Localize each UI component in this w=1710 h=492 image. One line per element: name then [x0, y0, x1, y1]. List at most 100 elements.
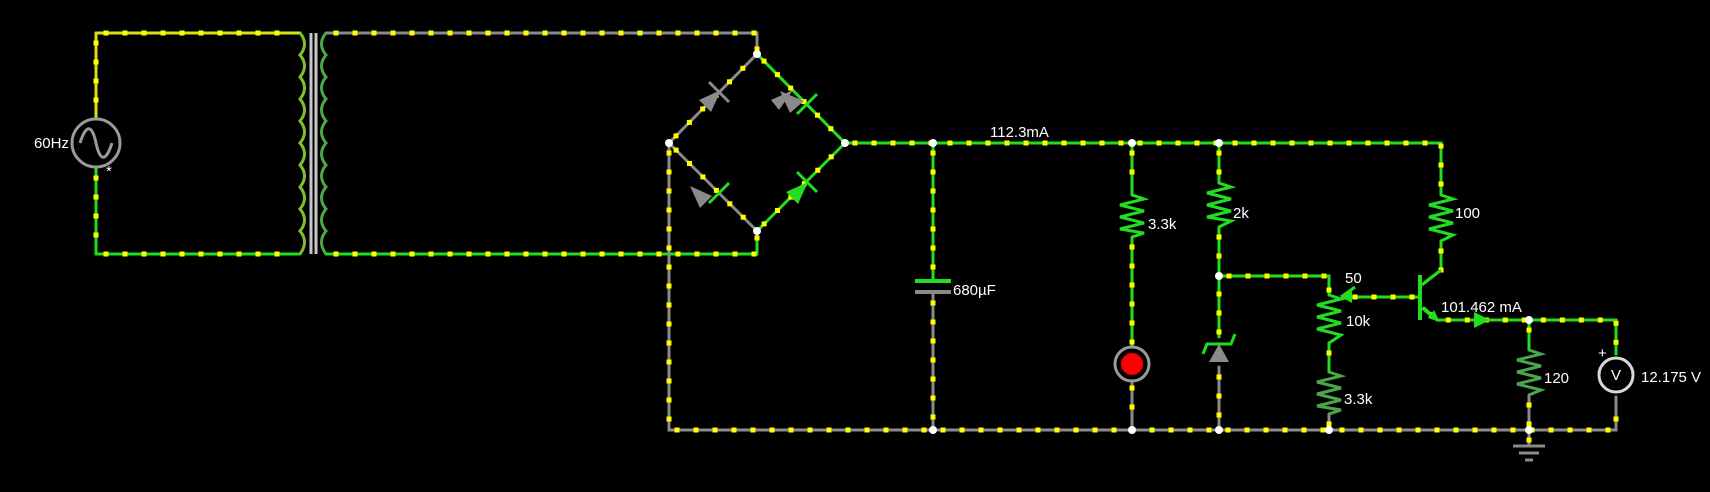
capacitor[interactable]: 680µF [915, 279, 996, 299]
current-dot [1445, 317, 1451, 323]
current-dot [93, 232, 99, 238]
current-dot [1226, 273, 1232, 279]
diode-bridge-tl[interactable] [699, 80, 731, 112]
node[interactable] [1525, 316, 1533, 324]
current-dot [1526, 327, 1532, 333]
resistor-zigzag-icon [1206, 181, 1237, 229]
current-dot [1129, 244, 1135, 250]
current-dot [93, 175, 99, 181]
node[interactable] [1215, 426, 1223, 434]
wire-secondary-top[interactable] [324, 31, 759, 56]
current-dot [1559, 317, 1565, 323]
current-dot [93, 213, 99, 219]
ac-source[interactable]: 60Hz * [34, 117, 122, 180]
npn-transistor[interactable] [1418, 268, 1442, 322]
node[interactable] [1215, 272, 1223, 280]
current-dot [1054, 427, 1060, 433]
current-dot [1061, 140, 1067, 146]
node[interactable] [929, 426, 937, 434]
current-dot [666, 207, 672, 213]
current-dot [686, 119, 692, 125]
current-dot [1326, 287, 1332, 293]
current-dot [1129, 282, 1135, 288]
current-dot [727, 201, 733, 207]
current-dot [1129, 320, 1135, 326]
resistor-led[interactable]: 3.3k [1119, 193, 1177, 239]
node[interactable] [1325, 426, 1333, 434]
current-dot [713, 251, 719, 257]
resistor-bottom[interactable]: 3.3k [1316, 370, 1373, 416]
current-dot [198, 30, 204, 36]
node[interactable] [1128, 139, 1136, 147]
current-dot [930, 414, 936, 420]
voltmeter[interactable]: V + 12.175 V [1597, 345, 1701, 394]
current-dot [1453, 427, 1459, 433]
current-dot [966, 140, 972, 146]
current-dot [1251, 140, 1257, 146]
current-dot [1175, 140, 1181, 146]
diode-bridge-tr[interactable] [771, 90, 819, 116]
node[interactable] [841, 139, 849, 147]
current-dot [1264, 273, 1270, 279]
current-dot [666, 416, 672, 422]
current-dot [930, 395, 936, 401]
current-dot [1118, 140, 1124, 146]
current-dot [828, 126, 834, 132]
current-dot [637, 30, 643, 36]
diode-bridge-br[interactable] [786, 170, 819, 204]
current-dot [1035, 427, 1041, 433]
node[interactable] [1215, 139, 1223, 147]
current-dot [1308, 140, 1314, 146]
current-dot [1326, 350, 1332, 356]
current-dot [774, 72, 780, 78]
current-dot [815, 112, 820, 118]
zener-bar-icon [1201, 333, 1237, 355]
node[interactable] [665, 139, 673, 147]
current-dot [1327, 140, 1333, 146]
diode-bridge-bl[interactable] [690, 181, 731, 208]
current-dot [1129, 339, 1135, 345]
node[interactable] [1525, 426, 1533, 434]
node[interactable] [753, 50, 761, 58]
current-dot [666, 188, 672, 194]
current-dot [1415, 427, 1421, 433]
current-dot [666, 378, 672, 384]
resistor-collector[interactable]: 100 [1428, 193, 1480, 243]
resistor-zener[interactable]: 2k [1206, 181, 1249, 229]
potentiometer-wiper-arrow-icon[interactable] [1341, 291, 1352, 303]
current-dot [713, 30, 719, 36]
wire-pot-top[interactable] [1217, 274, 1331, 297]
current-dot [352, 251, 358, 257]
node[interactable] [1128, 426, 1136, 434]
current-dot [1216, 234, 1222, 240]
current-dot [1232, 140, 1238, 146]
current-dot [761, 58, 767, 64]
resistor-load[interactable]: 120 [1516, 348, 1569, 397]
node[interactable] [929, 139, 937, 147]
potentiometer[interactable]: 50 10k [1316, 270, 1371, 345]
current-dot [1016, 427, 1022, 433]
voltmeter-circle[interactable] [1597, 356, 1635, 394]
current-dot [687, 161, 692, 166]
diode-triangle-icon [786, 182, 808, 204]
current-dot [561, 251, 567, 257]
wire-secondary-bottom[interactable] [324, 229, 759, 256]
current-dot [1371, 294, 1377, 300]
current-dot [160, 30, 166, 36]
current-dot [1384, 140, 1390, 146]
transformer[interactable] [298, 32, 328, 255]
zener-diode[interactable] [1201, 333, 1237, 362]
current-dot [93, 97, 99, 103]
current-dot [255, 30, 261, 36]
node[interactable] [753, 227, 761, 235]
led[interactable] [1113, 345, 1151, 383]
current-dot [1438, 248, 1444, 254]
source-marker: * [106, 163, 112, 180]
current-dot [1352, 294, 1358, 300]
current-dot [666, 340, 672, 346]
current-dot [675, 251, 681, 257]
current-dot [1187, 427, 1193, 433]
current-dot [673, 133, 679, 139]
current-dot [712, 427, 718, 433]
current-dot [750, 427, 756, 433]
